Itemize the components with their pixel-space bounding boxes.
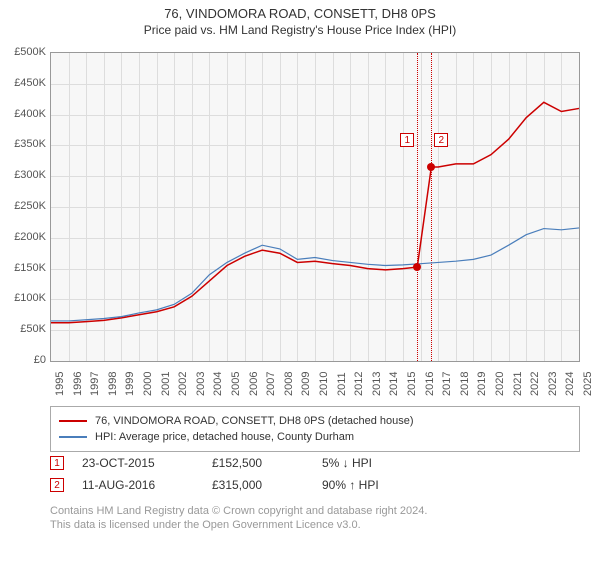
sale-marker-dot bbox=[413, 263, 421, 271]
y-axis-tick-label: £50K bbox=[2, 323, 46, 335]
page-subtitle: Price paid vs. HM Land Registry's House … bbox=[0, 23, 600, 37]
x-axis-tick-label: 2010 bbox=[318, 372, 330, 396]
x-axis-tick-label: 2019 bbox=[476, 372, 488, 396]
x-axis-tick-label: 2015 bbox=[406, 372, 418, 396]
legend-label: 76, VINDOMORA ROAD, CONSETT, DH8 0PS (de… bbox=[95, 415, 414, 427]
x-axis-tick-label: 2003 bbox=[195, 372, 207, 396]
sale-row: 1 23-OCT-2015£152,5005% ↓ HPI bbox=[50, 452, 580, 474]
x-axis-tick-label: 2020 bbox=[494, 372, 506, 396]
y-axis-tick-label: £500K bbox=[2, 46, 46, 58]
x-axis-tick-label: 2025 bbox=[582, 372, 594, 396]
sale-diff: 5% ↓ HPI bbox=[322, 456, 452, 470]
y-axis-tick-label: £350K bbox=[2, 138, 46, 150]
x-axis-tick-label: 2011 bbox=[336, 372, 348, 396]
y-axis-tick-label: £250K bbox=[2, 200, 46, 212]
x-axis-tick-label: 2006 bbox=[248, 372, 260, 396]
legend-swatch bbox=[59, 436, 87, 438]
x-axis-tick-label: 2014 bbox=[388, 372, 400, 396]
x-axis-tick-label: 2008 bbox=[283, 372, 295, 396]
x-axis-tick-label: 2004 bbox=[212, 372, 224, 396]
chart-lines bbox=[51, 53, 579, 361]
y-axis-tick-label: £0 bbox=[2, 354, 46, 366]
y-axis-tick-label: £400K bbox=[2, 108, 46, 120]
sale-diff: 90% ↑ HPI bbox=[322, 478, 452, 492]
x-axis-tick-label: 2023 bbox=[547, 372, 559, 396]
page-title: 76, VINDOMORA ROAD, CONSETT, DH8 0PS bbox=[0, 6, 600, 21]
x-axis-tick-label: 1998 bbox=[107, 372, 119, 396]
y-axis-tick-label: £100K bbox=[2, 292, 46, 304]
chart-plot-area: 12 bbox=[50, 52, 580, 362]
sales-table: 1 23-OCT-2015£152,5005% ↓ HPI 2 11-AUG-2016… bbox=[50, 452, 580, 496]
x-axis-tick-label: 2022 bbox=[529, 372, 541, 396]
x-axis-tick-label: 1996 bbox=[72, 372, 84, 396]
y-axis-tick-label: £450K bbox=[2, 77, 46, 89]
sale-marker-box: 1 bbox=[400, 133, 414, 147]
x-axis-tick-label: 2024 bbox=[564, 372, 576, 396]
sale-price: £315,000 bbox=[212, 478, 322, 492]
legend-label: HPI: Average price, detached house, Coun… bbox=[95, 431, 354, 443]
sale-index-box: 1 bbox=[50, 456, 64, 470]
footer-line-1: Contains HM Land Registry data © Crown c… bbox=[50, 504, 580, 518]
x-axis-tick-label: 1997 bbox=[89, 372, 101, 396]
legend-row: 76, VINDOMORA ROAD, CONSETT, DH8 0PS (de… bbox=[59, 413, 571, 429]
x-axis-tick-label: 2018 bbox=[459, 372, 471, 396]
x-axis-tick-label: 2012 bbox=[353, 372, 365, 396]
legend-swatch bbox=[59, 420, 87, 422]
x-axis-tick-label: 2016 bbox=[424, 372, 436, 396]
x-axis-tick-label: 2000 bbox=[142, 372, 154, 396]
footer-line-2: This data is licensed under the Open Gov… bbox=[50, 518, 580, 532]
x-axis-tick-label: 2009 bbox=[300, 372, 312, 396]
y-axis-tick-label: £300K bbox=[2, 169, 46, 181]
x-axis-tick-label: 2021 bbox=[512, 372, 524, 396]
x-axis-tick-label: 2017 bbox=[441, 372, 453, 396]
x-axis-tick-label: 2002 bbox=[177, 372, 189, 396]
series-hpi bbox=[51, 228, 579, 321]
sale-date: 11-AUG-2016 bbox=[82, 478, 212, 492]
x-axis-tick-label: 2013 bbox=[371, 372, 383, 396]
legend-row: HPI: Average price, detached house, Coun… bbox=[59, 429, 571, 445]
sale-price: £152,500 bbox=[212, 456, 322, 470]
x-axis-tick-label: 2001 bbox=[160, 372, 172, 396]
sale-marker-box: 2 bbox=[434, 133, 448, 147]
x-axis-tick-label: 1995 bbox=[54, 372, 66, 396]
y-axis-tick-label: £200K bbox=[2, 231, 46, 243]
legend: 76, VINDOMORA ROAD, CONSETT, DH8 0PS (de… bbox=[50, 406, 580, 452]
x-axis-tick-label: 2005 bbox=[230, 372, 242, 396]
x-axis-tick-label: 2007 bbox=[265, 372, 277, 396]
sale-date: 23-OCT-2015 bbox=[82, 456, 212, 470]
y-axis-tick-label: £150K bbox=[2, 262, 46, 274]
sale-row: 2 11-AUG-2016£315,00090% ↑ HPI bbox=[50, 474, 580, 496]
series-property bbox=[51, 102, 579, 323]
sale-marker-dot bbox=[427, 163, 435, 171]
x-axis-tick-label: 1999 bbox=[124, 372, 136, 396]
sale-index-box: 2 bbox=[50, 478, 64, 492]
footer-attribution: Contains HM Land Registry data © Crown c… bbox=[50, 504, 580, 533]
